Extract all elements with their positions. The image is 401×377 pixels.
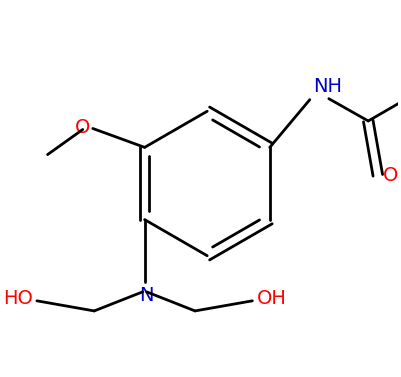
Text: OH: OH [256,289,286,308]
Text: O: O [383,166,398,185]
Text: NH: NH [313,77,342,96]
Text: HO: HO [3,289,33,308]
Text: N: N [140,286,154,305]
Text: O: O [75,118,90,137]
